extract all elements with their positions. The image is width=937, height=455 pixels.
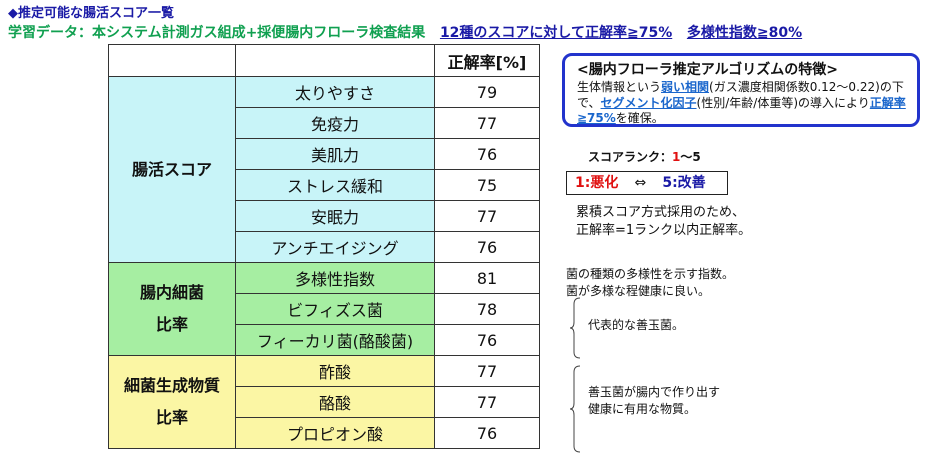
table-row: 酪酸 77 xyxy=(109,386,540,418)
algorithm-feature-box: <腸内フローラ推定アルゴリズムの特徴> 生体情報という弱い相関(ガス濃度相関係数… xyxy=(562,53,920,127)
algorithm-text: を確保。 xyxy=(615,111,664,125)
score-item-name: 多様性指数 xyxy=(235,262,435,294)
bidirectional-arrow-icon: ⇔ xyxy=(634,175,647,191)
table-row: アンチエイジング 76 xyxy=(109,231,540,263)
group-gut-bacteria-ratio: 腸内細菌 比率 xyxy=(108,262,236,356)
score-item-name: 免疫力 xyxy=(235,107,435,139)
score-accuracy-value: 78 xyxy=(434,293,540,325)
score-accuracy-value: 76 xyxy=(434,324,540,356)
algorithm-description: 生体情報という弱い相関(ガス濃度相関係数0.12～0.22)の下で、セグメント化… xyxy=(577,80,907,127)
diversity-note-line: 菌の種類の多様性を示す指数。 xyxy=(566,267,735,281)
bifido-note: 代表的な善玉菌。 xyxy=(588,318,685,332)
segmentation-factor-highlight: セグメント化因子 xyxy=(600,95,697,110)
rank-worse: 1:悪化 xyxy=(575,175,619,191)
score-accuracy-value: 77 xyxy=(434,386,540,418)
rank-note-line: 累積スコア方式採用のため、 xyxy=(576,205,746,220)
table-row: フィーカリ菌(酪酸菌) 76 xyxy=(109,324,540,356)
rank-low: 1 xyxy=(672,150,681,164)
metabolite-note-line: 善玉菌が腸内で作り出す xyxy=(588,385,721,399)
table-row: 腸内細菌 比率 多様性指数 81 xyxy=(108,262,540,356)
score-item-name: フィーカリ菌(酪酸菌) xyxy=(235,324,435,356)
page-title: ◆推定可能な腸活スコア一覧 xyxy=(8,6,174,21)
algorithm-text: (性別/年齢/体重等)の導入により xyxy=(696,95,870,110)
algorithm-text: (ガス濃度相関係数0.12～0.22)の下で、 xyxy=(577,80,904,110)
algorithm-text: 生体情報という xyxy=(577,80,662,94)
table-row: 安眠力 77 xyxy=(109,200,540,232)
score-accuracy-value: 77 xyxy=(434,355,540,387)
score-item-name: ストレス緩和 xyxy=(235,169,435,201)
subtitle-training-data: 学習データ：本システム計測ガス組成+採便腸内フローラ検査結果 xyxy=(8,25,426,41)
metabolite-note-line: 健康に有用な物質。 xyxy=(588,402,697,416)
score-item-name: 酪酸 xyxy=(235,386,435,418)
score-item-name: アンチエイジング xyxy=(235,231,435,263)
rank-note-line: 正解率=1ランク以内正解率。 xyxy=(576,223,752,238)
score-item-name: 美肌力 xyxy=(235,138,435,170)
rank-sep: ～ xyxy=(680,150,693,164)
rank-high: 5 xyxy=(692,150,701,164)
diversity-note-line: 菌が多様な程健康に良い。 xyxy=(566,284,711,298)
rank-note: 累積スコア方式採用のため、 正解率=1ランク以内正解率。 xyxy=(576,204,751,240)
table-row: プロピオン酸 76 xyxy=(109,417,540,449)
group-metabolite-ratio: 細菌生成物質 比率 xyxy=(108,355,236,449)
score-accuracy-value: 76 xyxy=(434,231,540,263)
score-accuracy-value: 75 xyxy=(434,169,540,201)
table-row: ビフィズス菌 78 xyxy=(109,293,540,325)
score-table: 正解率[%] 腸活スコア 太りやすさ 79 免疫力 77 美肌力 76 ストレス緩和 75 安眠力… xyxy=(108,44,540,449)
score-accuracy-value: 76 xyxy=(434,138,540,170)
rank-legend-box: 1:悪化 ⇔ 5:改善 xyxy=(566,171,728,195)
rank-label-text: スコアランク： xyxy=(588,150,673,164)
table-row: ストレス緩和 75 xyxy=(109,169,540,201)
score-item-name: ビフィズス菌 xyxy=(235,293,435,325)
group-label-line: 腸活スコア xyxy=(131,159,212,179)
score-item-name: 安眠力 xyxy=(235,200,435,232)
page-subtitle: 学習データ：本システム計測ガス組成+採便腸内フローラ検査結果 12種のスコアに対… xyxy=(8,22,802,42)
header-accuracy: 正解率[%] xyxy=(434,44,540,77)
weak-correlation-highlight: 弱い相関 xyxy=(661,80,710,94)
table-row: 細菌生成物質 比率 酢酸 77 xyxy=(108,355,540,449)
score-rank-label: スコアランク：1～5 xyxy=(588,148,701,165)
score-accuracy-value: 76 xyxy=(434,417,540,449)
table-row: 腸活スコア 太りやすさ 79 xyxy=(108,76,540,263)
group-label-line: 腸内細菌 xyxy=(139,283,204,302)
score-accuracy-value: 77 xyxy=(434,107,540,139)
header-item-cell xyxy=(235,44,435,77)
score-accuracy-value: 77 xyxy=(434,200,540,232)
group-label-line: 細菌生成物質 xyxy=(123,376,220,395)
subtitle-diversity: 多様性指数≧80% xyxy=(686,25,803,41)
metabolite-brace-icon xyxy=(570,365,581,453)
algorithm-title: <腸内フローラ推定アルゴリズムの特徴> xyxy=(577,62,839,78)
group-label-line: 比率 xyxy=(155,315,188,334)
table-header-row: 正解率[%] xyxy=(108,44,540,77)
diversity-note: 菌の種類の多様性を示す指数。 菌が多様な程健康に良い。 xyxy=(566,266,734,300)
bifido-brace-icon xyxy=(570,297,581,359)
table-body: 腸活スコア 太りやすさ 79 免疫力 77 美肌力 76 ストレス緩和 75 安眠力 77 アンチエイ… xyxy=(108,76,540,449)
group-gut-score: 腸活スコア xyxy=(108,76,236,263)
metabolite-note: 善玉菌が腸内で作り出す 健康に有用な物質。 xyxy=(588,384,720,418)
score-item-name: 酢酸 xyxy=(235,355,435,387)
score-accuracy-value: 81 xyxy=(434,262,540,294)
score-item-name: 太りやすさ xyxy=(235,76,435,108)
accuracy-highlight: 正解率≧75% xyxy=(577,95,906,126)
rank-better: 5:改善 xyxy=(662,175,706,191)
score-accuracy-value: 79 xyxy=(434,76,540,108)
table-row: 免疫力 77 xyxy=(109,107,540,139)
score-item-name: プロピオン酸 xyxy=(235,417,435,449)
group-label-line: 比率 xyxy=(155,408,188,427)
header-empty-cell xyxy=(108,44,236,77)
subtitle-accuracy: 12種のスコアに対して正解率≧75% xyxy=(439,25,673,41)
